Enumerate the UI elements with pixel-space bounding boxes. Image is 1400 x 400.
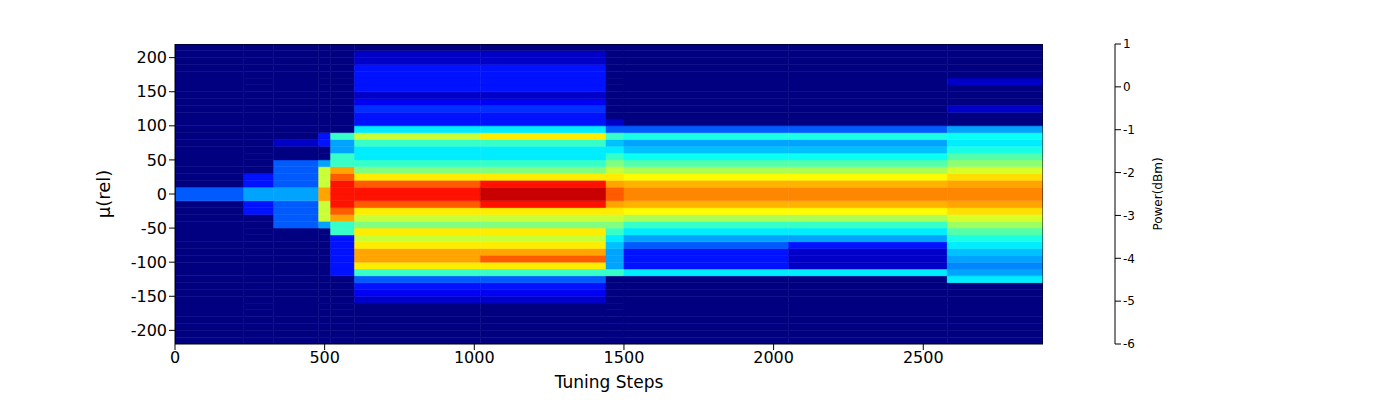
html-text:Tuning Steps: Tuning Steps — [554, 372, 664, 392]
svg-text:1000: 1000 — [454, 348, 495, 367]
svg-text:0: 0 — [170, 348, 180, 367]
svg-text:-200: -200 — [131, 321, 167, 340]
svg-text:200: 200 — [136, 48, 167, 67]
svg-text:0: 0 — [1123, 80, 1131, 94]
svg-text:1: 1 — [1123, 37, 1131, 51]
svg-text:-6: -6 — [1123, 337, 1135, 351]
svg-text:-5: -5 — [1123, 294, 1135, 308]
svg-text:0: 0 — [157, 185, 167, 204]
svg-text:2500: 2500 — [903, 348, 944, 367]
svg-text:-4: -4 — [1123, 252, 1135, 266]
svg-text:150: 150 — [136, 82, 167, 101]
svg-text:-150: -150 — [131, 287, 167, 306]
svg-text:-100: -100 — [131, 253, 167, 272]
svg-text:50: 50 — [147, 151, 167, 170]
svg-text:-3: -3 — [1123, 209, 1135, 223]
svg-text:-2: -2 — [1123, 166, 1135, 180]
svg-text:1500: 1500 — [604, 348, 645, 367]
html-text:Power(dBm): Power(dBm) — [1151, 157, 1165, 231]
html-text:μ(rel): μ(rel) — [92, 169, 114, 219]
svg-text:-50: -50 — [141, 219, 167, 238]
svg-text:-1: -1 — [1123, 123, 1135, 137]
svg-text:100: 100 — [136, 116, 167, 135]
svg-text:2000: 2000 — [753, 348, 794, 367]
svg-text:500: 500 — [309, 348, 340, 367]
